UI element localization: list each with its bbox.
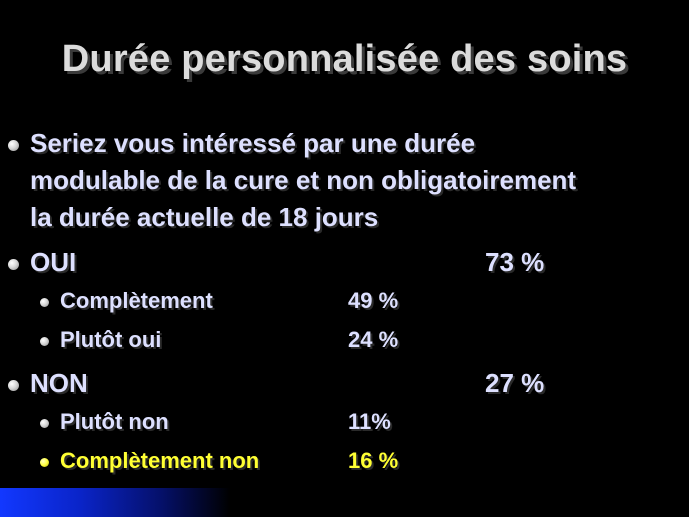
non-item-value: 11%	[348, 409, 391, 434]
sub-bullet-icon	[40, 419, 49, 428]
sub-bullet-icon	[40, 337, 49, 346]
question-line-2: modulable de la cure et non obligatoirem…	[30, 165, 577, 195]
non-value: 27 %	[485, 368, 545, 398]
oui-item-value: 24 %	[348, 327, 399, 352]
slide-title: Durée personnalisée des soins	[61, 38, 628, 80]
non-item-label: Plutôt non	[60, 409, 169, 434]
non-item-value-highlighted: 16 %	[348, 448, 399, 473]
oui-label: OUI	[30, 247, 77, 277]
bullet-icon	[8, 259, 19, 270]
decorative-bottom-bar	[0, 488, 230, 517]
non-label: NON	[30, 368, 88, 398]
bullet-icon	[8, 140, 19, 151]
sub-bullet-icon	[40, 298, 49, 307]
non-item-label-highlighted: Complètement non	[60, 448, 260, 473]
oui-value: 73 %	[485, 247, 545, 277]
oui-item-label: Plutôt oui	[60, 327, 162, 352]
question-line-3: la durée actuelle de 18 jours	[30, 202, 379, 232]
question-line-1: Seriez vous intéressé par une durée	[30, 128, 476, 158]
oui-item-label: Complètement	[60, 288, 213, 313]
bullet-icon	[8, 380, 19, 391]
oui-item-value: 49 %	[348, 288, 399, 313]
sub-bullet-icon	[40, 458, 49, 467]
